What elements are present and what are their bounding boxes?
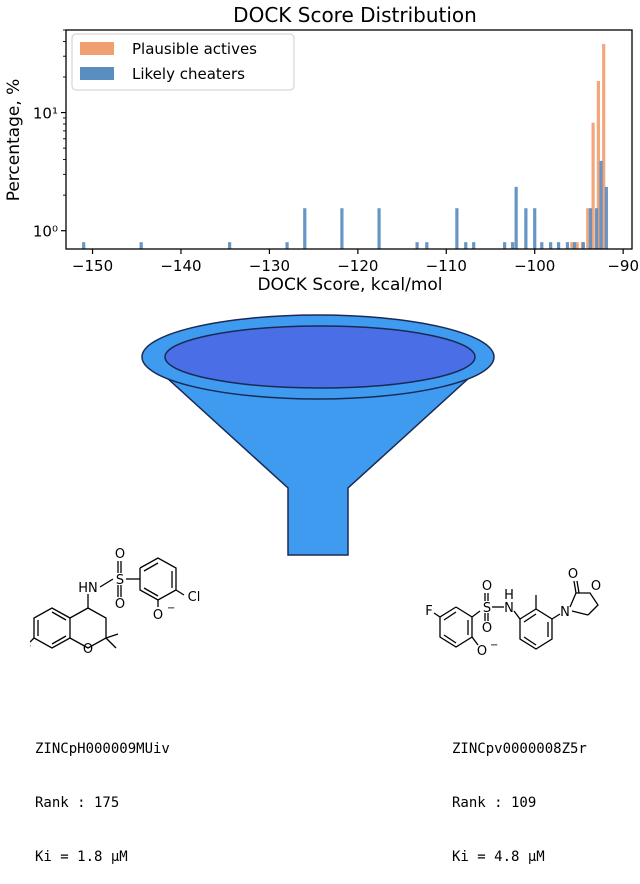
molecule-2-atom-o-minus: O	[477, 644, 487, 659]
molecule-2-atom-o-ring: O	[591, 579, 601, 594]
molecule-1-atom-o-ring: O	[83, 642, 93, 657]
molecule-1-atom-o-top: O	[115, 548, 125, 562]
molecule-2-atom-o-bottom: O	[482, 621, 492, 636]
bar-plausible-actives-0	[570, 242, 574, 249]
funnel-opening	[164, 325, 476, 389]
bar-likely-cheaters-12	[503, 242, 507, 249]
molecule-2-atom-f: F	[425, 604, 432, 619]
legend-box	[71, 33, 295, 91]
bar-likely-cheaters-26	[604, 186, 608, 249]
plot-frame	[65, 29, 633, 250]
bar-likely-cheaters-24	[595, 208, 599, 249]
bar-likely-cheaters-1	[139, 242, 143, 249]
bar-plausible-actives-4	[591, 122, 595, 249]
molecule-2-rank: Rank : 109	[452, 795, 537, 811]
x-tick-label: −100	[514, 257, 555, 275]
bar-likely-cheaters-6	[377, 208, 381, 249]
legend-swatch-plausible-actives	[80, 42, 114, 55]
x-tick-label: −140	[160, 257, 201, 275]
bar-likely-cheaters-0	[82, 242, 86, 249]
x-tick-label: −110	[426, 257, 467, 275]
legend: Plausible actives Likely cheaters	[71, 33, 295, 91]
bar-likely-cheaters-10	[464, 242, 468, 249]
bar-likely-cheaters-11	[472, 242, 476, 249]
molecule-2-structure: O O N H N S O O F O −	[425, 567, 601, 659]
bar-likely-cheaters-2	[228, 242, 232, 249]
dock-score-chart: DOCK Score Distribution −150 −140 −130 −120…	[4, 3, 639, 295]
bar-likely-cheaters-7	[415, 242, 419, 249]
bar-plausible-actives-6	[602, 44, 606, 249]
bar-likely-cheaters-9	[455, 208, 459, 249]
molecule-1-ki: Ki = 1.8 μM	[35, 849, 128, 865]
molecule-2-atom-o-top: O	[482, 579, 492, 594]
molecule-2-charge: −	[490, 640, 498, 651]
bar-likely-cheaters-25	[599, 160, 603, 249]
legend-swatch-likely-cheaters	[80, 67, 114, 80]
bar-likely-cheaters-15	[524, 208, 528, 249]
bar-likely-cheaters-21	[572, 242, 577, 249]
molecule-1-atom-hn: HN	[78, 581, 98, 596]
molecule-2-atom-s: S	[483, 601, 491, 616]
molecule-1-atom-f: F	[30, 640, 32, 655]
x-axis-label: DOCK Score, kcal/mol	[257, 275, 442, 295]
y-axis-label: Percentage, %	[4, 79, 24, 202]
molecule-2-caption: ZINCpv0000008Z5r Rank : 109 Ki = 4.8 μM	[452, 704, 587, 884]
x-tick-label: −130	[249, 257, 290, 275]
molecule-1-caption: ZINCpH000009MUiv Rank : 175 Ki = 1.8 μM	[35, 704, 170, 884]
legend-label-likely-cheaters: Likely cheaters	[132, 65, 245, 83]
bar-likely-cheaters-3	[285, 242, 289, 249]
molecule-2-zinc-id: ZINCpv0000008Z5r	[452, 741, 587, 757]
bar-plausible-actives-3	[586, 208, 590, 249]
bar-plausible-actives-1	[575, 242, 579, 249]
molecule-1-atom-o-minus: O	[153, 608, 163, 623]
x-axis: −150 −140 −130 −120 −110 −100 −90	[72, 249, 639, 275]
funnel-illustration	[141, 314, 495, 556]
molecule-1-structure: HN S O O Cl O − O F	[30, 548, 201, 657]
molecule-2-atom-h: H	[504, 588, 514, 603]
molecule-2-ki: Ki = 4.8 μM	[452, 849, 545, 865]
bar-likely-cheaters-19	[557, 242, 561, 249]
molecule-1-atom-o-bottom: O	[115, 597, 125, 612]
molecule-1-zinc-id: ZINCpH000009MUiv	[35, 741, 170, 757]
molecule-2-atom-n-ring: N	[560, 605, 570, 620]
bar-likely-cheaters-5	[340, 208, 344, 249]
bar-likely-cheaters-20	[565, 242, 570, 249]
molecule-1-atom-s: S	[116, 573, 124, 588]
chart-title: DOCK Score Distribution	[233, 3, 477, 27]
y-tick-label: 10⁰	[33, 223, 58, 241]
legend-label-plausible-actives: Plausible actives	[132, 40, 257, 58]
bar-likely-cheaters-18	[549, 242, 553, 249]
bar-likely-cheaters-13	[511, 242, 515, 249]
bar-likely-cheaters-23	[588, 208, 593, 249]
bar-plausible-actives-5	[596, 81, 600, 249]
x-tick-label: −90	[607, 257, 639, 275]
molecule-1-charge: −	[167, 603, 175, 614]
y-tick-label: 10¹	[33, 105, 58, 123]
molecule-1-atom-cl: Cl	[188, 590, 201, 605]
bar-likely-cheaters-16	[533, 208, 537, 249]
molecule-1-rank: Rank : 175	[35, 795, 120, 811]
molecule-2-atom-n: N	[504, 601, 514, 616]
bar-likely-cheaters-14	[514, 186, 518, 249]
bar-likely-cheaters-22	[581, 242, 585, 249]
x-tick-label: −120	[337, 257, 378, 275]
bars-layer	[82, 44, 608, 249]
bar-likely-cheaters-17	[540, 242, 544, 249]
bar-likely-cheaters-8	[425, 242, 429, 249]
molecule-2-atom-o-carbonyl: O	[568, 567, 578, 582]
bar-likely-cheaters-4	[303, 208, 307, 249]
y-axis: 10⁰ 10¹	[33, 29, 66, 241]
x-tick-label: −150	[72, 257, 113, 275]
